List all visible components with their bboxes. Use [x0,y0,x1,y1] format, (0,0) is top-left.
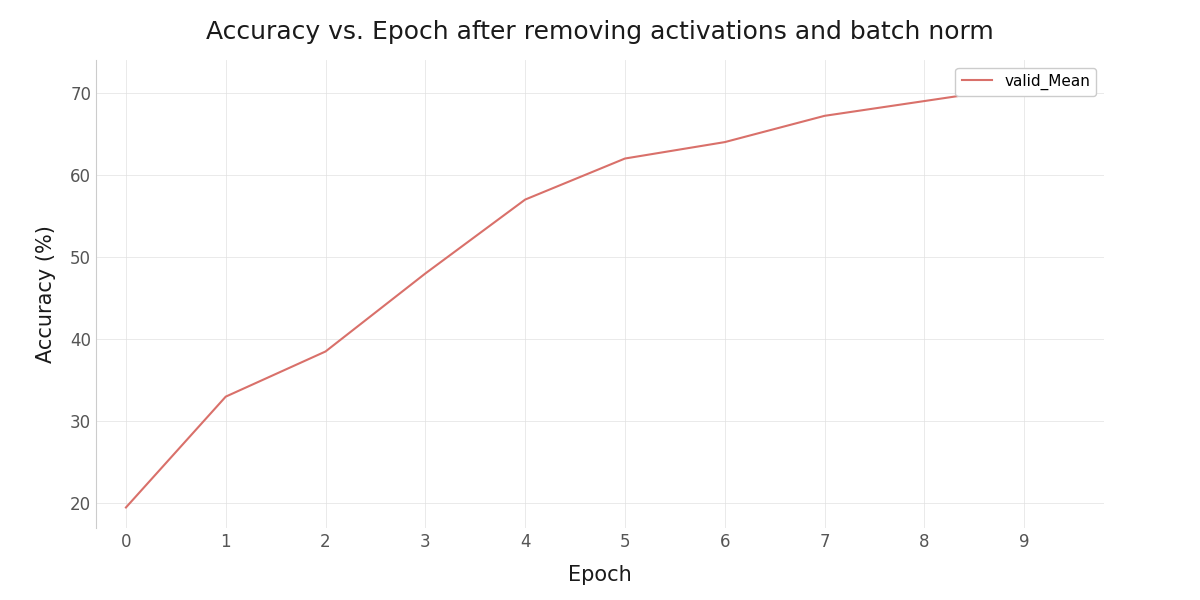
valid_Mean [518,196,533,203]
valid_Mean [1016,83,1031,90]
Line: valid_Mean: valid_Mean [126,86,1024,508]
valid_Mean [618,155,632,162]
valid_Mean [917,97,931,104]
valid_Mean [418,270,432,277]
valid_Mean [817,112,832,119]
Legend: valid_Mean: valid_Mean [955,68,1097,96]
valid_Mean [119,504,133,511]
X-axis label: Epoch: Epoch [568,565,632,585]
valid_Mean [318,348,332,355]
Title: Accuracy vs. Epoch after removing activations and batch norm: Accuracy vs. Epoch after removing activa… [206,20,994,44]
valid_Mean [718,139,732,146]
valid_Mean [218,393,233,400]
Y-axis label: Accuracy (%): Accuracy (%) [36,225,56,363]
